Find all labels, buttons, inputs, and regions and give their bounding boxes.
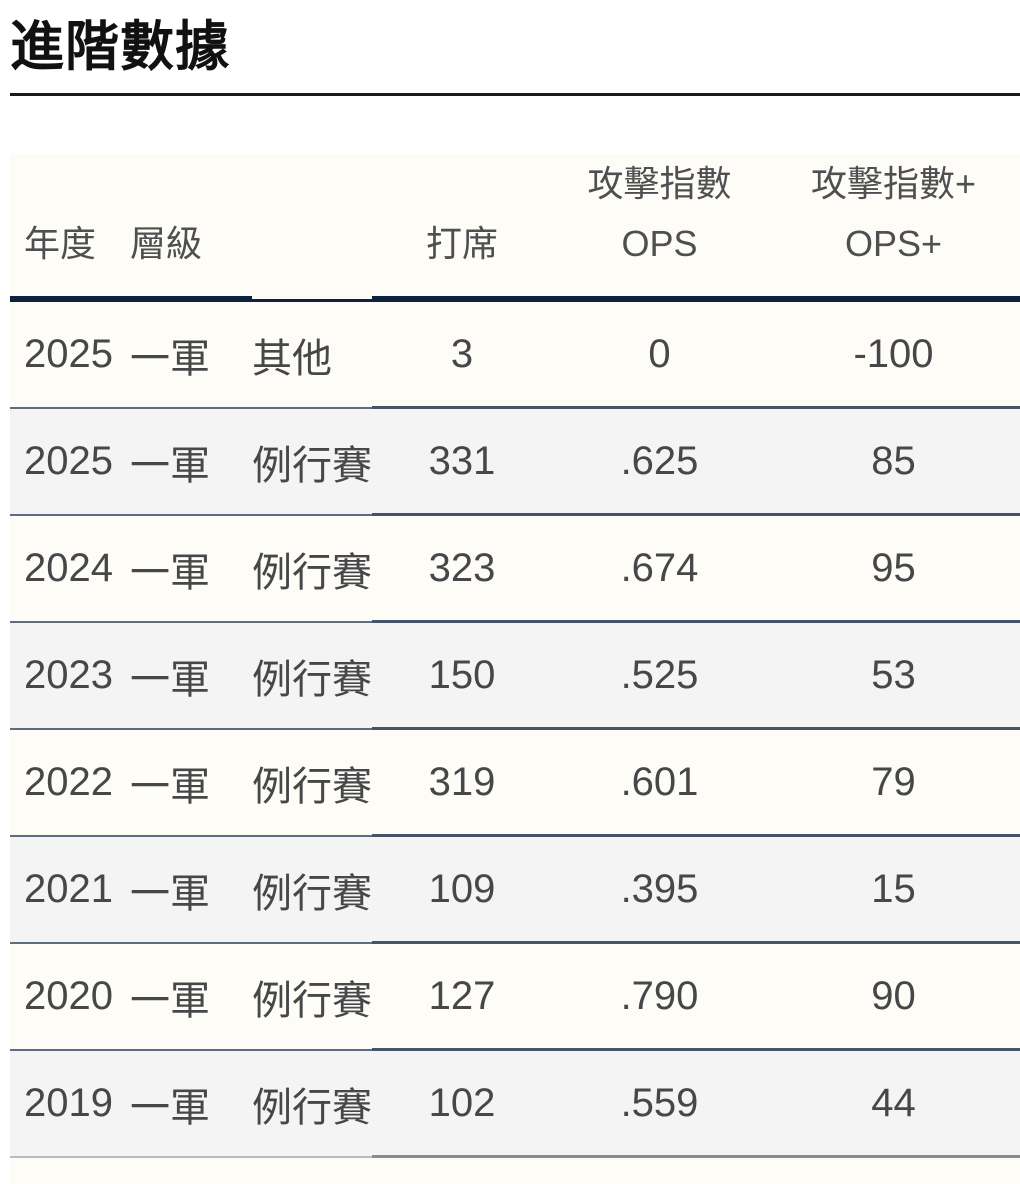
cell-ops: .395 — [552, 837, 767, 944]
cell-pa: 127 — [372, 944, 552, 1051]
table-row-partial — [10, 1158, 1020, 1184]
header-row: 年度 層級 打席 攻擊指數 OPS 攻擊指數+ OPS+ — [10, 154, 1020, 302]
cell-pa: 323 — [372, 516, 552, 623]
table-row: 2025 一軍 其他 3 0 -100 — [10, 302, 1020, 409]
title-divider — [10, 93, 1020, 96]
cell-level: 一軍 — [130, 730, 252, 837]
table-row: 2025 一軍 例行賽 331 .625 85 — [10, 409, 1020, 516]
ops-plus-label-en: OPS+ — [844, 223, 943, 264]
section-title: 進階數據 — [10, 17, 230, 77]
page: 進階數據 年度 層級 打席 攻擊指數 OPS 攻擊指數+ OPS+ — [0, 16, 1020, 1184]
table-header: 年度 層級 打席 攻擊指數 OPS 攻擊指數+ OPS+ — [10, 154, 1020, 302]
cell-year: 2023 — [10, 623, 130, 730]
cell-ops-plus: 85 — [767, 409, 1020, 516]
cell-level: 一軍 — [130, 944, 252, 1051]
ops-plus-label-zh: 攻擊指數+ — [810, 163, 977, 204]
cell-level: 一軍 — [130, 1051, 252, 1158]
cell-pa: 319 — [372, 730, 552, 837]
cell-gametype: 例行賽 — [252, 516, 372, 623]
cell-gametype: 例行賽 — [252, 409, 372, 516]
cell-year: 2024 — [10, 516, 130, 623]
cell-year: 2020 — [10, 944, 130, 1051]
cell-level: 一軍 — [130, 409, 252, 516]
table-row: 2020 一軍 例行賽 127 .790 90 — [10, 944, 1020, 1051]
col-header-pa: 打席 — [372, 154, 552, 302]
cell-ops-plus: -100 — [767, 302, 1020, 409]
cell-ops: .674 — [552, 516, 767, 623]
col-header-gametype — [252, 154, 372, 302]
cell-gametype: 例行賽 — [252, 837, 372, 944]
cell-level: 一軍 — [130, 623, 252, 730]
table-row: 2022 一軍 例行賽 319 .601 79 — [10, 730, 1020, 837]
col-header-level: 層級 — [130, 154, 252, 302]
cell-ops: .601 — [552, 730, 767, 837]
cell-ops: 0 — [552, 302, 767, 409]
cell-ops-plus: 90 — [767, 944, 1020, 1051]
cell-year: 2025 — [10, 302, 130, 409]
cell-ops-plus: 95 — [767, 516, 1020, 623]
ops-label-zh: 攻擊指數 — [587, 163, 732, 204]
col-header-year: 年度 — [10, 154, 130, 302]
cell-pa: 331 — [372, 409, 552, 516]
cell-ops-plus: 15 — [767, 837, 1020, 944]
cell-gametype: 其他 — [252, 302, 372, 409]
cell-level: 一軍 — [130, 516, 252, 623]
table-row: 2023 一軍 例行賽 150 .525 53 — [10, 623, 1020, 730]
table-row: 2021 一軍 例行賽 109 .395 15 — [10, 837, 1020, 944]
table-row: 2019 一軍 例行賽 102 .559 44 — [10, 1051, 1020, 1158]
cell-year: 2022 — [10, 730, 130, 837]
cell-gametype: 例行賽 — [252, 730, 372, 837]
cell-level: 一軍 — [130, 837, 252, 944]
cell-ops: .625 — [552, 409, 767, 516]
cell-gametype: 例行賽 — [252, 1051, 372, 1158]
advanced-stats-table: 年度 層級 打席 攻擊指數 OPS 攻擊指數+ OPS+ 2025 一軍 其他 … — [10, 154, 1020, 1184]
cell-ops-plus: 44 — [767, 1051, 1020, 1158]
cell-ops-plus: 79 — [767, 730, 1020, 837]
cell-pa: 150 — [372, 623, 552, 730]
cell-ops: .790 — [552, 944, 767, 1051]
cell-pa: 109 — [372, 837, 552, 944]
cell-level: 一軍 — [130, 302, 252, 409]
col-header-ops-plus: 攻擊指數+ OPS+ — [767, 154, 1020, 302]
cell-gametype: 例行賽 — [252, 623, 372, 730]
table-body: 2025 一軍 其他 3 0 -100 2025 一軍 例行賽 331 .625… — [10, 302, 1020, 1184]
cell-gametype: 例行賽 — [252, 944, 372, 1051]
cell-year: 2021 — [10, 837, 130, 944]
cell-year: 2025 — [10, 409, 130, 516]
col-header-ops: 攻擊指數 OPS — [552, 154, 767, 302]
ops-label-en: OPS — [621, 223, 698, 264]
cell-pa: 3 — [372, 302, 552, 409]
cell-ops: .559 — [552, 1051, 767, 1158]
cell-ops: .525 — [552, 623, 767, 730]
cell-ops-plus: 53 — [767, 623, 1020, 730]
cell-pa: 102 — [372, 1051, 552, 1158]
table-row: 2024 一軍 例行賽 323 .674 95 — [10, 516, 1020, 623]
cell-year: 2019 — [10, 1051, 130, 1158]
